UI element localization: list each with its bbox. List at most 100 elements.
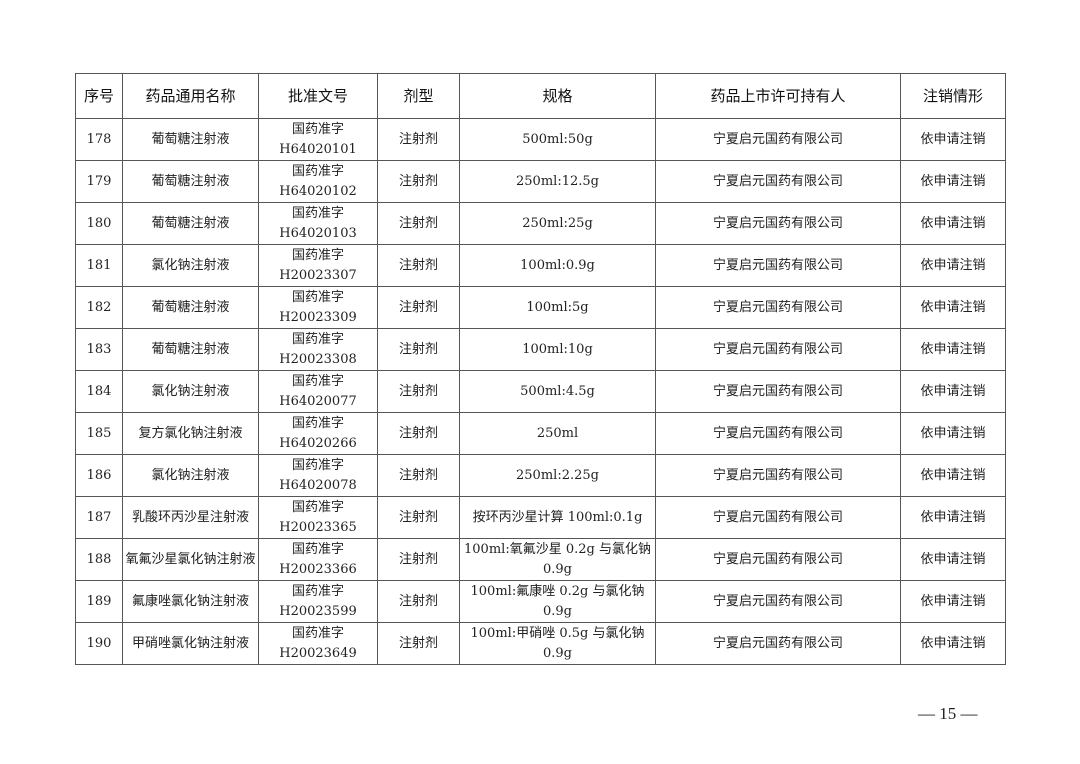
cell-spec: 100ml:10g	[459, 328, 656, 371]
cell-status: 依申请注销	[900, 496, 1006, 539]
cell-form: 注射剂	[377, 496, 460, 539]
header-form: 剂型	[377, 73, 460, 119]
cell-holder: 宁夏启元国药有限公司	[655, 202, 901, 245]
cell-approval: 国药准字 H64020078	[258, 454, 378, 497]
header-approval: 批准文号	[258, 73, 378, 119]
header-no: 序号	[75, 73, 123, 119]
cell-name: 氟康唑氯化钠注射液	[122, 580, 259, 623]
cell-spec: 500ml:4.5g	[459, 370, 656, 413]
cell-holder: 宁夏启元国药有限公司	[655, 118, 901, 161]
approval-code: H64020102	[279, 183, 357, 199]
table-row: 188 氧氟沙星氯化钠注射液 国药准字 H20023366 注射剂 100ml:氧氟沙星 …	[75, 538, 1006, 581]
table-row: 179 葡萄糖注射液 国药准字 H64020102 注射剂 250ml:12.5g 宁夏启元…	[75, 160, 1006, 203]
cell-status: 依申请注销	[900, 160, 1006, 203]
cell-approval: 国药准字 H20023366	[258, 538, 378, 581]
header-status: 注销情形	[900, 73, 1006, 119]
table-row: 186 氯化钠注射液 国药准字 H64020078 注射剂 250ml:2.25g 宁夏启元…	[75, 454, 1006, 497]
approval-prefix: 国药准字	[291, 625, 344, 641]
cell-holder: 宁夏启元国药有限公司	[655, 370, 901, 413]
cell-status: 依申请注销	[900, 202, 1006, 245]
cell-form: 注射剂	[377, 118, 460, 161]
cell-approval: 国药准字 H64020077	[258, 370, 378, 413]
approval-code: H20023649	[279, 645, 357, 661]
table-row: 189 氟康唑氯化钠注射液 国药准字 H20023599 注射剂 100ml:氟康唑 0.…	[75, 580, 1006, 623]
cell-no: 181	[75, 244, 123, 287]
approval-code: H20023309	[279, 309, 357, 325]
cell-no: 190	[75, 622, 123, 665]
table-row: 181 氯化钠注射液 国药准字 H20023307 注射剂 100ml:0.9g 宁夏启元国…	[75, 244, 1006, 287]
table-row: 178 葡萄糖注射液 国药准字 H64020101 注射剂 500ml:50g 宁夏启元国药…	[75, 118, 1006, 161]
cell-name: 乳酸环丙沙星注射液	[122, 496, 259, 539]
cell-spec: 100ml:氧氟沙星 0.2g 与氯化钠 0.9g	[459, 538, 656, 581]
cell-spec: 250ml:2.25g	[459, 454, 656, 497]
cell-name: 复方氯化钠注射液	[122, 412, 259, 455]
cell-approval: 国药准字 H20023365	[258, 496, 378, 539]
approval-code: H20023307	[279, 267, 357, 283]
header-spec: 规格	[459, 73, 656, 119]
cell-name: 氯化钠注射液	[122, 370, 259, 413]
table-row: 184 氯化钠注射液 国药准字 H64020077 注射剂 500ml:4.5g 宁夏启元国…	[75, 370, 1006, 413]
cell-holder: 宁夏启元国药有限公司	[655, 412, 901, 455]
cell-status: 依申请注销	[900, 538, 1006, 581]
cell-status: 依申请注销	[900, 412, 1006, 455]
approval-prefix: 国药准字	[291, 289, 344, 305]
cell-no: 182	[75, 286, 123, 329]
cell-approval: 国药准字 H64020101	[258, 118, 378, 161]
page-number: — 15 —	[918, 704, 978, 723]
cell-spec: 500ml:50g	[459, 118, 656, 161]
approval-code: H64020266	[279, 435, 357, 451]
cell-holder: 宁夏启元国药有限公司	[655, 538, 901, 581]
cell-status: 依申请注销	[900, 118, 1006, 161]
approval-code: H20023308	[279, 351, 357, 367]
approval-prefix: 国药准字	[291, 331, 344, 347]
cell-no: 183	[75, 328, 123, 371]
approval-code: H64020077	[279, 393, 357, 409]
cell-no: 187	[75, 496, 123, 539]
cell-spec: 250ml:12.5g	[459, 160, 656, 203]
approval-prefix: 国药准字	[291, 163, 344, 179]
table-body: 178 葡萄糖注射液 国药准字 H64020101 注射剂 500ml:50g 宁夏启元国药…	[75, 118, 1006, 665]
approval-prefix: 国药准字	[291, 205, 344, 221]
cell-spec: 100ml:0.9g	[459, 244, 656, 287]
cell-holder: 宁夏启元国药有限公司	[655, 622, 901, 665]
approval-prefix: 国药准字	[291, 121, 344, 137]
cell-no: 188	[75, 538, 123, 581]
cell-spec: 100ml:甲硝唑 0.5g 与氯化钠 0.9g	[459, 622, 656, 665]
cell-spec: 250ml:25g	[459, 202, 656, 245]
cell-no: 184	[75, 370, 123, 413]
cell-no: 178	[75, 118, 123, 161]
cell-approval: 国药准字 H20023599	[258, 580, 378, 623]
approval-code: H64020103	[279, 225, 357, 241]
table-row: 183 葡萄糖注射液 国药准字 H20023308 注射剂 100ml:10g 宁夏启元国药…	[75, 328, 1006, 371]
cell-form: 注射剂	[377, 580, 460, 623]
cell-holder: 宁夏启元国药有限公司	[655, 328, 901, 371]
cell-name: 葡萄糖注射液	[122, 202, 259, 245]
cell-spec: 250ml	[459, 412, 656, 455]
cell-spec: 100ml:5g	[459, 286, 656, 329]
cell-form: 注射剂	[377, 370, 460, 413]
cell-form: 注射剂	[377, 538, 460, 581]
approval-prefix: 国药准字	[291, 373, 344, 389]
cell-name: 葡萄糖注射液	[122, 286, 259, 329]
cell-name: 葡萄糖注射液	[122, 328, 259, 371]
cell-name: 氧氟沙星氯化钠注射液	[122, 538, 259, 581]
cell-form: 注射剂	[377, 160, 460, 203]
table-row: 187 乳酸环丙沙星注射液 国药准字 H20023365 注射剂 按环丙沙星计算 100m…	[75, 496, 1006, 539]
cell-form: 注射剂	[377, 286, 460, 329]
approval-prefix: 国药准字	[291, 247, 344, 263]
approval-prefix: 国药准字	[291, 415, 344, 431]
cell-status: 依申请注销	[900, 244, 1006, 287]
approval-prefix: 国药准字	[291, 499, 344, 515]
cell-form: 注射剂	[377, 622, 460, 665]
cell-approval: 国药准字 H20023309	[258, 286, 378, 329]
cell-holder: 宁夏启元国药有限公司	[655, 580, 901, 623]
cell-status: 依申请注销	[900, 622, 1006, 665]
table-row: 182 葡萄糖注射液 国药准字 H20023309 注射剂 100ml:5g 宁夏启元国药有…	[75, 286, 1006, 329]
table-row: 185 复方氯化钠注射液 国药准字 H64020266 注射剂 250ml 宁夏启元国药有限…	[75, 412, 1006, 455]
cell-holder: 宁夏启元国药有限公司	[655, 286, 901, 329]
cell-approval: 国药准字 H64020102	[258, 160, 378, 203]
cell-name: 氯化钠注射液	[122, 454, 259, 497]
cell-no: 180	[75, 202, 123, 245]
cell-name: 葡萄糖注射液	[122, 160, 259, 203]
cell-spec: 按环丙沙星计算 100ml:0.1g	[459, 496, 656, 539]
